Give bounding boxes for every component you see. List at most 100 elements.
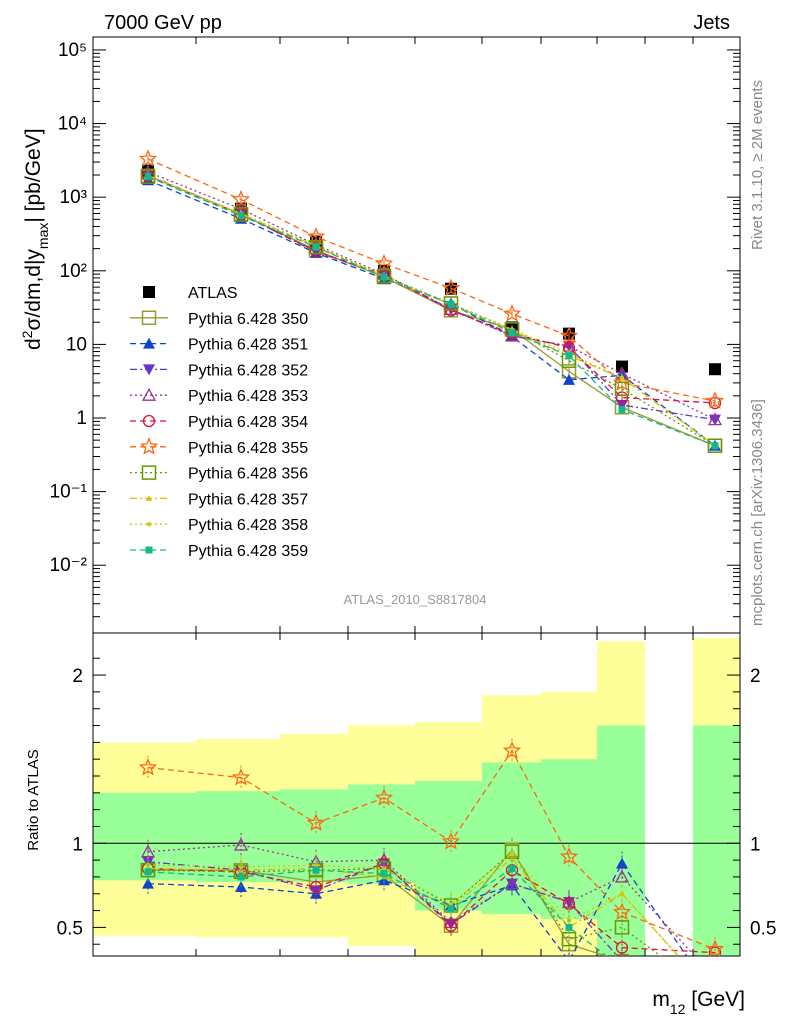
legend-marker [143, 337, 155, 349]
main-y-tick-label: 10⁻² [50, 555, 88, 576]
legend-item: Pythia 6.428 356 [130, 465, 308, 483]
data-point [447, 300, 455, 308]
ratio-point [705, 939, 725, 956]
legend-label: Pythia 6.428 355 [188, 440, 308, 457]
data-point [618, 406, 626, 414]
data-point [231, 189, 251, 208]
data-point [711, 442, 719, 450]
series-line [147, 175, 716, 447]
ratio-point [444, 919, 458, 932]
legend-marker [146, 495, 152, 501]
header-left: 7000 GeV pp [104, 12, 222, 34]
ratio-y-tick-label-right: 2 [750, 666, 761, 687]
ratio-plot-series [138, 738, 725, 984]
ratio-point [561, 894, 577, 908]
data-point [502, 304, 522, 322]
data-point [705, 391, 725, 409]
legend-item: ATLAS [143, 285, 238, 302]
main-y-tick-label: 10² [60, 261, 87, 282]
data-point [380, 273, 388, 281]
data-point [619, 375, 625, 381]
ratio-point [508, 865, 516, 873]
legend-marker [143, 286, 155, 298]
data-point [138, 149, 158, 167]
ratio-uncertainty-bands [93, 638, 740, 956]
data-point [565, 352, 573, 360]
legend-item: Pythia 6.428 352 [130, 362, 308, 379]
data-point [233, 207, 249, 222]
main-y-axis-label: d2σ/dm,d|ymax| [pb/GeV] [19, 128, 51, 350]
legend: ATLAS Pythia 6.428 350 Pythia 6.428 351 Pyt… [130, 285, 308, 560]
ratio-point [310, 885, 322, 897]
ratio-point [142, 877, 154, 889]
main-y-tick-label: 10³ [60, 187, 87, 208]
legend-marker [145, 546, 153, 554]
legend-label: Pythia 6.428 353 [188, 388, 308, 405]
data-point [308, 239, 324, 255]
main-y-tick-label: 10 [66, 334, 87, 355]
ratio-point [559, 846, 579, 865]
series-line [147, 179, 716, 447]
ratio-green-band [415, 781, 482, 911]
ratio-point [313, 862, 319, 868]
data-point [709, 363, 721, 376]
ratio-frame-border [92, 632, 741, 957]
ratio-point [709, 972, 721, 983]
data-point [707, 438, 723, 453]
main-y-tick-label: 10⁴ [58, 114, 87, 135]
legend-item: Pythia 6.428 353 [130, 387, 308, 405]
data-point [234, 208, 248, 221]
data-point [140, 169, 156, 184]
ratio-point [616, 956, 628, 967]
ratio-point [378, 874, 390, 886]
legend-item: Pythia 6.428 358 [130, 517, 308, 534]
data-point [443, 296, 459, 311]
legend-marker [142, 414, 156, 428]
main-plot-series [138, 149, 725, 453]
legend-label: Pythia 6.428 356 [188, 466, 308, 483]
legend-item: Pythia 6.428 355 [130, 437, 308, 457]
ratio-point [509, 851, 515, 856]
legend-label: Pythia 6.428 359 [188, 543, 308, 560]
data-point [563, 373, 575, 385]
legend-marker [141, 465, 157, 480]
legend-item: Pythia 6.428 357 [130, 491, 308, 508]
ratio-point [709, 973, 721, 984]
legend-marker [141, 387, 157, 401]
data-point [707, 412, 723, 426]
legend-marker [141, 310, 157, 326]
header-right: Jets [693, 12, 730, 34]
ratio-point [565, 923, 573, 931]
ratio-green-band [93, 792, 196, 881]
ratio-point [568, 955, 570, 956]
legend-label: Pythia 6.428 350 [188, 311, 308, 328]
ratio-point [233, 837, 249, 851]
ratio-series-line [147, 844, 696, 956]
ratio-point [502, 741, 522, 759]
ratio-point [138, 757, 158, 776]
ratio-point [381, 866, 387, 871]
ratio-point [380, 870, 388, 878]
ratio-point [237, 873, 245, 881]
svg-text:d2σ/dm,d|ymax| [pb/GeV]: d2σ/dm,d|ymax| [pb/GeV] [19, 128, 51, 350]
ratio-point [312, 866, 320, 874]
y-tick-labels: 10⁵ 10⁴ 10³ 10² 10 1 10⁻¹ 10⁻² 0.5 0.5 1 1 2 2 [50, 40, 777, 939]
legend-marker [146, 522, 152, 527]
ratio-point [619, 964, 626, 971]
data-point [559, 326, 579, 344]
legend-item: Pythia 6.428 354 [130, 414, 308, 431]
ratio-y-tick-label-right: 1 [750, 834, 761, 855]
ratio-point [614, 920, 630, 935]
ratio-point [306, 813, 326, 831]
side-labels: Rivet 3.1.10, ≥ 2M events mcplots.cern.c… [749, 80, 766, 626]
ratio-point [447, 905, 455, 913]
mcplots-label: mcplots.cern.ch [arXiv:1306.3436] [749, 399, 766, 626]
legend-label: Pythia 6.428 352 [188, 362, 308, 379]
data-point [374, 254, 394, 272]
ratio-green-band [597, 725, 645, 956]
legend-label: Pythia 6.428 351 [188, 337, 308, 354]
svg-text:m12 [GeV]: m12 [GeV] [652, 988, 745, 1017]
data-point [508, 329, 516, 337]
x-axis-label: m12 [GeV] [652, 988, 745, 1017]
